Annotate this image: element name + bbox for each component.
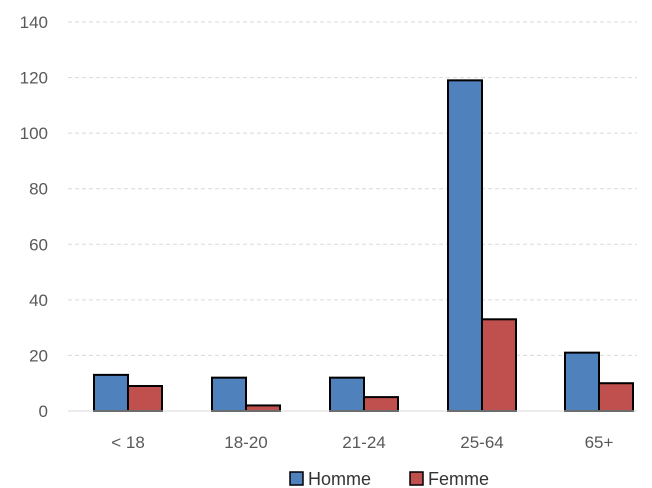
y-axis-tick-labels: 0 20 40 60 80 100 120 140 <box>20 13 48 421</box>
y-tick-label: 80 <box>29 180 48 199</box>
legend-swatch-homme <box>289 471 304 486</box>
bar-femme-3 <box>481 318 517 412</box>
bar-homme-1 <box>211 376 247 412</box>
bar-homme-2 <box>329 376 365 412</box>
gridlines <box>68 21 637 356</box>
y-tick-label: 0 <box>39 402 48 421</box>
bar-femme-1 <box>245 404 281 413</box>
y-tick-label: 120 <box>20 69 48 88</box>
x-tick-label: 65+ <box>585 433 614 452</box>
legend: Homme Femme <box>289 469 489 488</box>
legend-label-femme: Femme <box>428 469 489 488</box>
legend-label-homme: Homme <box>308 469 371 488</box>
y-tick-label: 20 <box>29 346 48 365</box>
y-tick-label: 40 <box>29 291 48 310</box>
bar-femme-0 <box>127 384 163 413</box>
y-tick-label: 140 <box>20 13 48 32</box>
x-tick-label: 21-24 <box>342 433 385 452</box>
bar-homme-0 <box>93 373 129 412</box>
x-tick-label: < 18 <box>111 433 145 452</box>
y-tick-label: 100 <box>20 124 48 143</box>
bar-femme-4 <box>598 382 634 413</box>
bar-homme-4 <box>564 351 600 412</box>
bars <box>93 79 634 413</box>
legend-swatch-femme <box>409 471 424 486</box>
x-tick-label: 18-20 <box>224 433 267 452</box>
x-tick-label: 25-64 <box>460 433 503 452</box>
bar-femme-2 <box>363 396 399 413</box>
bar-homme-3 <box>447 79 483 412</box>
x-axis-tick-labels: < 18 18-20 21-24 25-64 65+ <box>111 433 613 452</box>
y-tick-label: 60 <box>29 235 48 254</box>
